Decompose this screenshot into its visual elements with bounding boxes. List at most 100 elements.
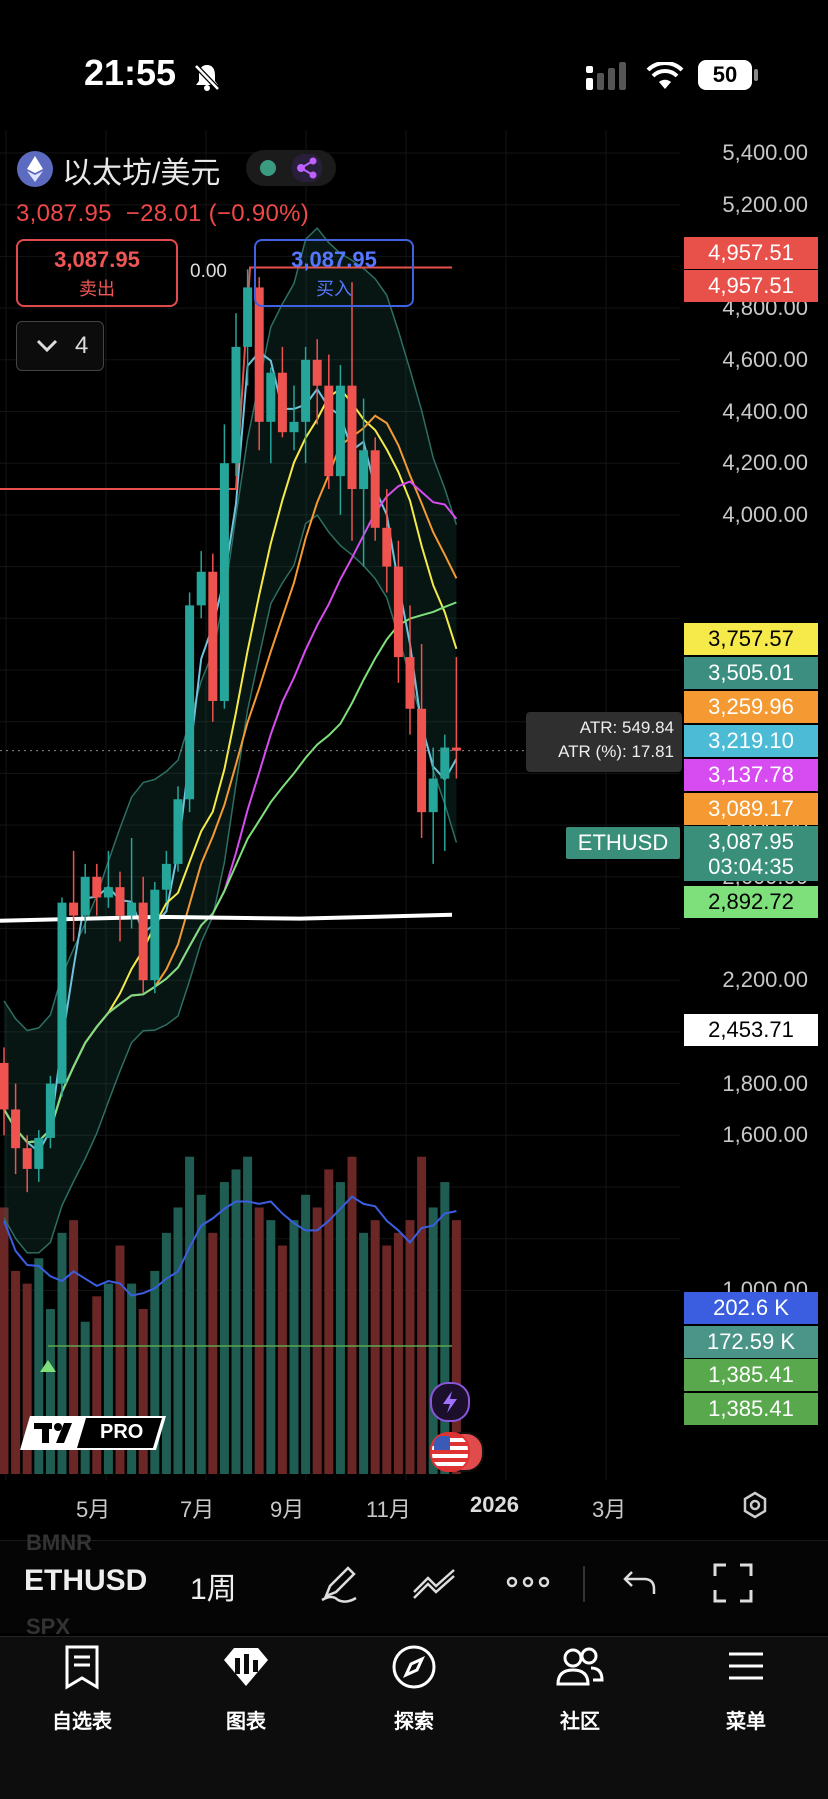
buy-price: 3,087.95 — [291, 247, 377, 272]
time-axis-label: 3月 — [592, 1497, 627, 1522]
candle-body — [231, 346, 241, 464]
volume-bar — [382, 1245, 392, 1474]
nav-watchlist-label: 自选表 — [52, 1711, 112, 1733]
symbol-selector[interactable]: ETHUSD — [24, 1564, 148, 1597]
ma-long-line — [0, 912, 453, 923]
tradingview-logo-icon — [20, 1416, 166, 1450]
volume-bar — [196, 1194, 206, 1474]
events-button[interactable] — [430, 1432, 484, 1472]
candle-body — [103, 887, 113, 898]
recent-symbol-below[interactable]: SPX — [26, 1614, 71, 1639]
candle-body — [440, 747, 450, 779]
price-chart[interactable] — [0, 130, 828, 1480]
lightning-icon — [443, 1391, 457, 1413]
candle-body — [127, 902, 137, 916]
symbol-title[interactable]: 以太坊/美元 — [62, 157, 221, 190]
flag-us-icon — [430, 1432, 470, 1472]
candle-body — [451, 747, 461, 751]
candle-body — [115, 887, 125, 916]
volume-bar — [45, 1309, 55, 1474]
chart-toolbar — [0, 1540, 828, 1633]
candle-body — [312, 359, 322, 386]
volume-bar — [208, 1232, 218, 1474]
ethereum-icon — [17, 151, 53, 187]
price-tag: 3,137.78 — [684, 759, 818, 791]
candle-body — [347, 385, 357, 490]
volume-bar — [324, 1169, 334, 1474]
fullscreen-icon[interactable] — [712, 1562, 754, 1604]
recent-symbol-above[interactable]: BMNR — [26, 1530, 92, 1555]
volume-bar — [301, 1194, 311, 1474]
volume-bar — [103, 1283, 113, 1474]
trend-line-icon[interactable] — [410, 1562, 458, 1604]
candle-body — [254, 287, 264, 422]
indicator-count: 4 — [75, 332, 89, 359]
time-axis-label: 7月 — [180, 1497, 215, 1522]
flash-button[interactable] — [430, 1382, 470, 1422]
price-tag: 4,957.51 — [684, 237, 818, 269]
candle-body — [428, 778, 438, 813]
pro-label: PRO — [100, 1421, 144, 1443]
volume-bar — [57, 1232, 67, 1474]
chevron-down-icon — [36, 339, 58, 353]
compass-icon — [392, 1645, 436, 1689]
axis-settings-icon[interactable] — [740, 1490, 770, 1520]
volume-bar — [11, 1270, 21, 1474]
volume-bar — [150, 1270, 160, 1474]
more-icon[interactable] — [506, 1572, 550, 1592]
pen-icon[interactable] — [318, 1562, 360, 1604]
candle-body — [173, 799, 183, 864]
price-axis-label: 1,600.00 — [722, 1122, 808, 1148]
nav-watchlist[interactable]: 自选表 — [22, 1644, 142, 1734]
volume-ma-line — [3, 1195, 457, 1297]
volume-bar — [138, 1309, 148, 1474]
price-tag: 202.6 K — [684, 1292, 818, 1324]
price-tag: 172.59 K — [684, 1326, 818, 1358]
candle-body — [69, 902, 79, 916]
nav-community[interactable]: 社区 — [520, 1644, 640, 1734]
price-tag: 3,219.10 — [684, 725, 818, 757]
candle-body — [277, 372, 287, 433]
price-axis-label: 4,600.00 — [722, 346, 808, 372]
nav-menu[interactable]: 菜单 — [686, 1644, 806, 1734]
spread-value: 0.00 — [190, 261, 227, 282]
volume-bar — [393, 1232, 403, 1474]
interval-selector[interactable]: 1周 — [190, 1573, 237, 1606]
signal-icon — [586, 62, 626, 90]
market-open-dot-icon — [260, 160, 276, 176]
nav-explore[interactable]: 探索 — [354, 1644, 474, 1734]
volume-bar — [277, 1245, 287, 1474]
volume-bar — [92, 1296, 102, 1474]
nav-chart[interactable]: 图表 — [186, 1644, 306, 1734]
price-tag: 4,957.51 — [684, 270, 818, 302]
buy-label: 买入 — [316, 279, 352, 299]
nav-chart-label: 图表 — [226, 1711, 266, 1733]
sell-button[interactable]: 3,087.95 卖出 — [16, 239, 178, 307]
buy-button[interactable]: 3,087.95 买入 — [254, 239, 414, 307]
price-tag: 3,087.95 — [684, 826, 818, 858]
volume-bar — [266, 1220, 276, 1474]
price-tag: 1,385.41 — [684, 1393, 818, 1425]
toolbar-divider — [583, 1566, 585, 1602]
volume-bar — [359, 1232, 369, 1474]
candle-body — [161, 863, 171, 890]
candle-body — [243, 287, 253, 347]
volume-bar — [417, 1156, 427, 1474]
candle-body — [80, 876, 90, 916]
price-change-line: 3,087.95 −28.01 (−0.90%) — [16, 200, 309, 228]
undo-icon[interactable] — [622, 1566, 658, 1600]
candle-body — [405, 657, 415, 709]
candle-body — [335, 385, 345, 477]
price-tag: 3,757.57 — [684, 623, 818, 655]
candle-body — [57, 902, 67, 1084]
volume-bar — [347, 1156, 357, 1474]
sell-label: 卖出 — [79, 279, 115, 299]
volume-bar — [69, 1220, 79, 1474]
market-status-pill[interactable] — [246, 150, 336, 186]
battery-cap — [754, 69, 758, 81]
time-axis-label: 5月 — [76, 1497, 111, 1522]
candle-body — [382, 527, 392, 567]
price-axis-label: 4,400.00 — [722, 398, 808, 424]
bell-muted-icon — [194, 64, 220, 91]
indicator-collapse-button[interactable]: 4 — [16, 321, 104, 371]
